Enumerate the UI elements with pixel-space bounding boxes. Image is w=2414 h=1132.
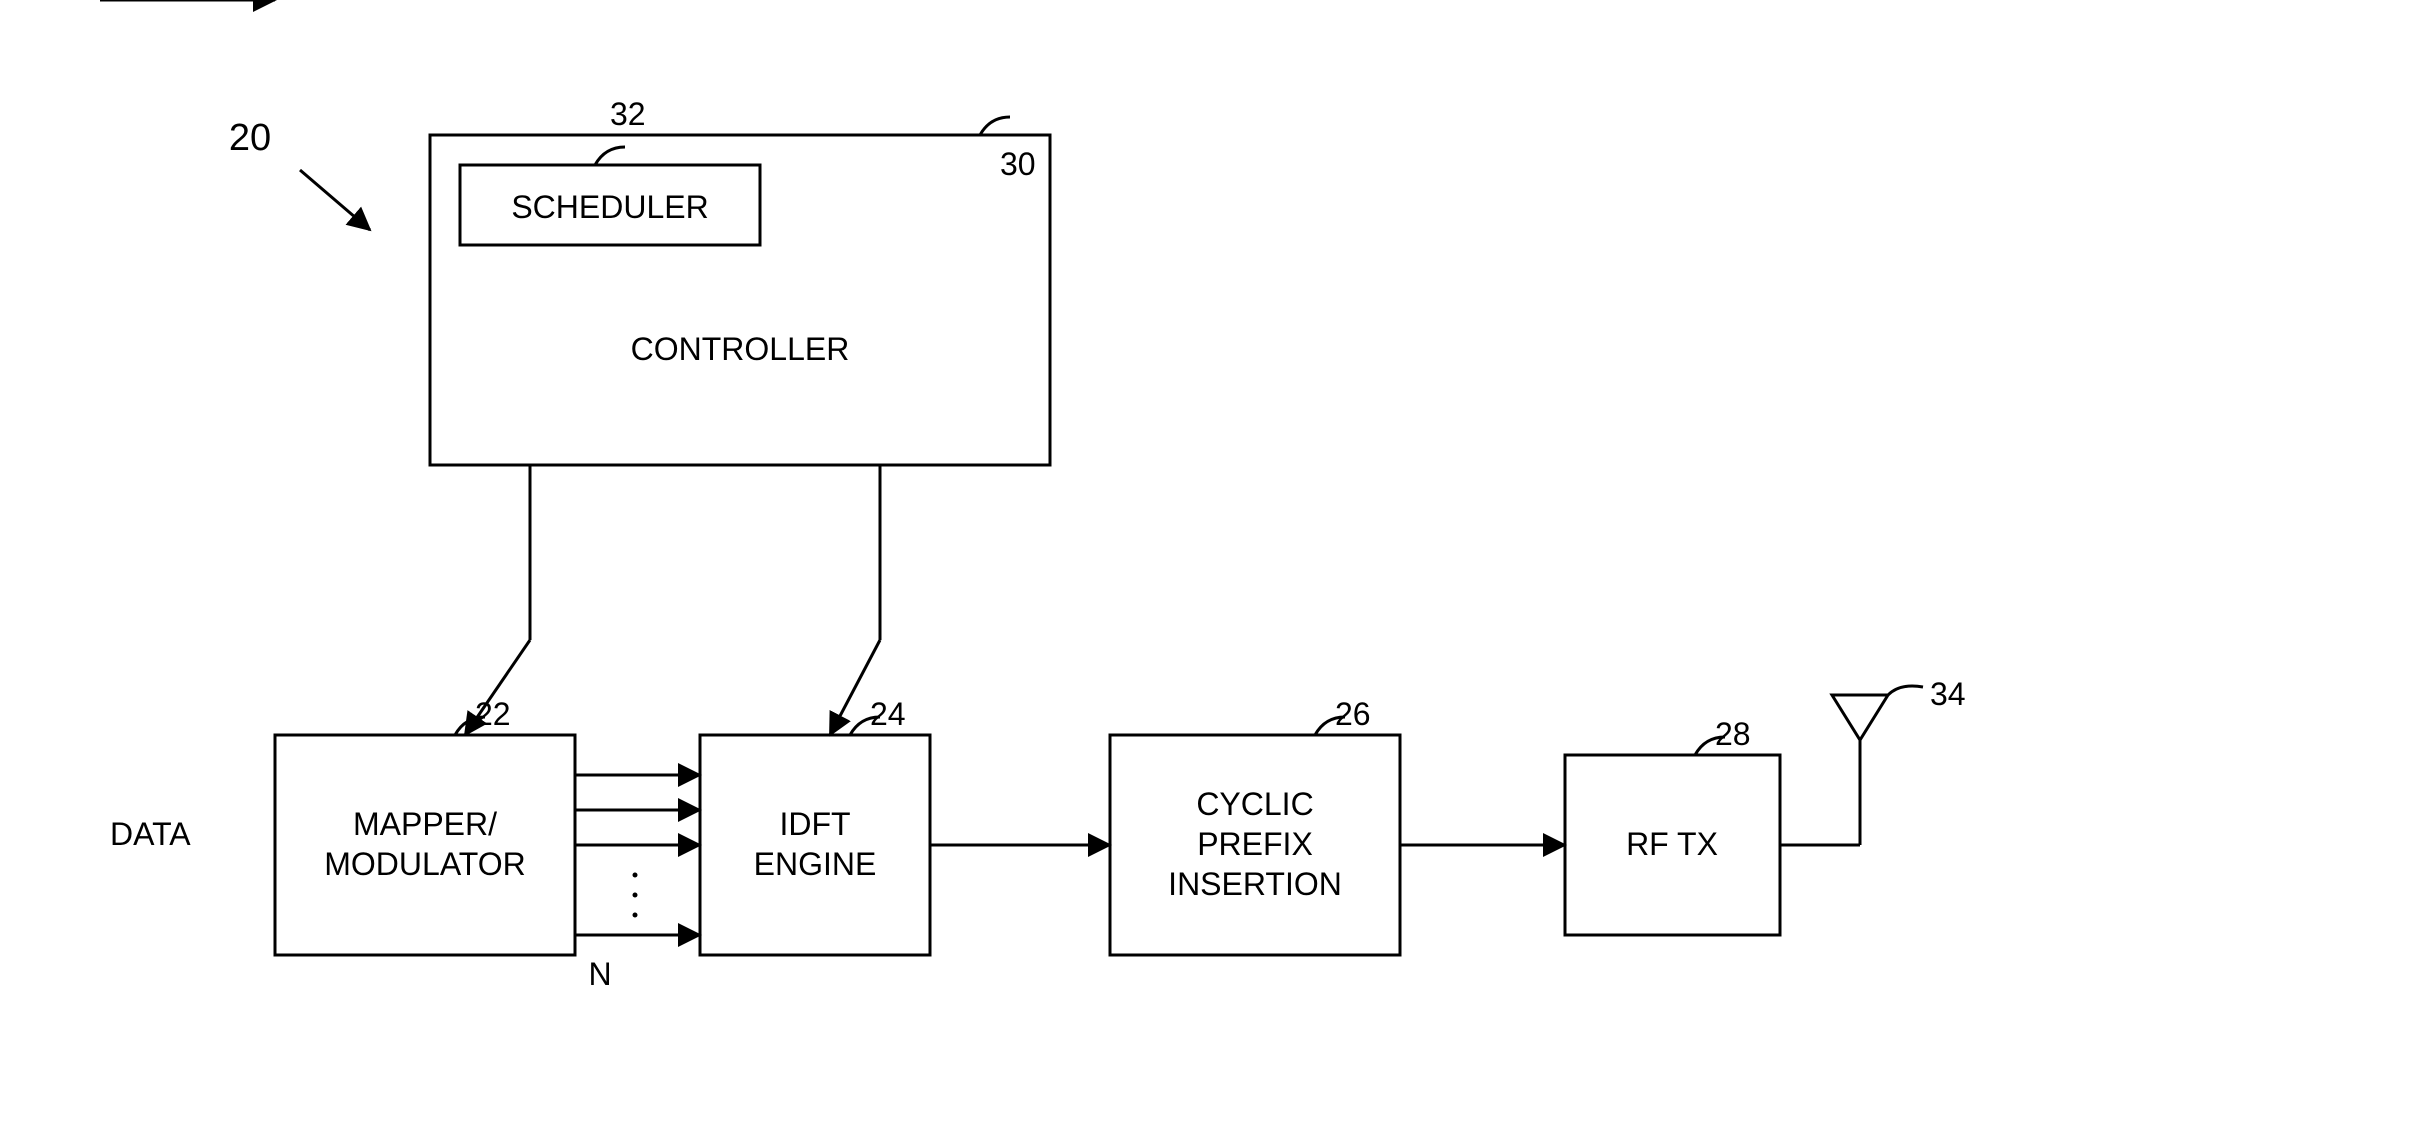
cp-label: PREFIX <box>1197 826 1313 862</box>
data-label: DATA <box>110 816 191 852</box>
ref-number: 34 <box>1930 676 1966 712</box>
block-diagram: CONTROLLER 30 SCHEDULER 32 MAPPER/MODULATOR 2… <box>0 0 2414 1132</box>
controller-block <box>430 135 1050 465</box>
figure-ref: 20 <box>229 117 271 159</box>
ref-leader <box>980 117 1010 135</box>
idft-label: ENGINE <box>754 846 877 882</box>
ref-number: 30 <box>1000 146 1036 182</box>
figure-ref-arrow <box>300 170 370 230</box>
cp-label: CYCLIC <box>1196 786 1313 822</box>
ref-number: 24 <box>870 696 906 732</box>
ellipsis-dot <box>633 873 638 878</box>
mapper-label: MAPPER/ <box>353 806 497 842</box>
ref-leader <box>595 147 625 165</box>
idft-label: IDFT <box>779 806 850 842</box>
ref-number: 32 <box>610 96 646 132</box>
ref-number: 28 <box>1715 716 1751 752</box>
controller-label: CONTROLLER <box>631 331 850 367</box>
rftx-label: RF TX <box>1626 826 1718 862</box>
mapper-label: MODULATOR <box>324 846 526 882</box>
cp-label: INSERTION <box>1168 866 1342 902</box>
ref-leader <box>1888 686 1923 695</box>
mapper-block <box>275 735 575 955</box>
scheduler-label: SCHEDULER <box>511 189 708 225</box>
bus-count-label: N <box>588 956 611 992</box>
ellipsis-dot <box>633 893 638 898</box>
ref-number: 26 <box>1335 696 1371 732</box>
idft-block <box>700 735 930 955</box>
ellipsis-dot <box>633 913 638 918</box>
antenna-icon <box>1832 695 1888 740</box>
